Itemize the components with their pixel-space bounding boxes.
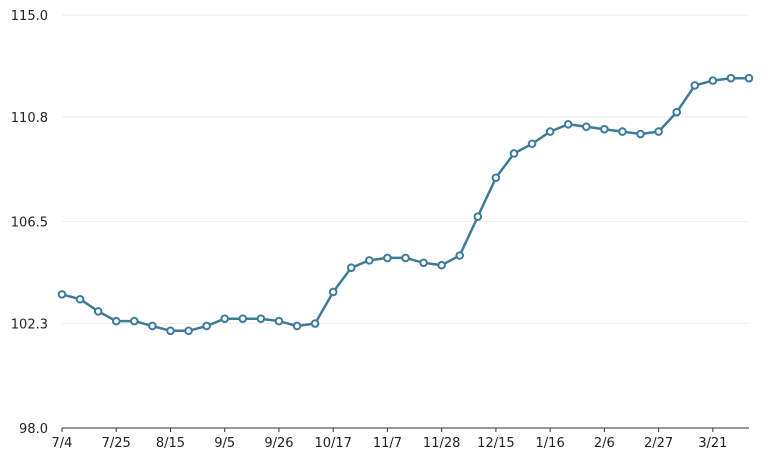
data-point (130, 316, 139, 326)
data-point (654, 127, 663, 136)
data-point (148, 321, 157, 331)
data-point (256, 314, 266, 323)
y-tick-label: 98.0 (19, 422, 48, 437)
data-point (166, 326, 175, 336)
y-tick-labels: 98.0 102.3 106.5 110.8 115.0 (11, 9, 48, 437)
data-point (527, 139, 537, 149)
data-point (437, 260, 446, 270)
data-point (220, 314, 230, 323)
data-point (310, 319, 320, 328)
y-tick-label: 115.0 (11, 9, 48, 24)
data-point (346, 263, 356, 272)
data-point (473, 212, 483, 221)
x-tick-label: 2/27 (644, 436, 673, 451)
x-tick-label: 11/28 (423, 436, 460, 451)
x-tick-label: 3/21 (698, 436, 727, 451)
x-tick-label: 11/7 (373, 436, 402, 451)
data-point (292, 321, 302, 331)
y-tick-label: 106.5 (11, 216, 48, 231)
data-point (545, 127, 555, 136)
x-tick-label: 8/15 (156, 436, 185, 451)
data-point (491, 173, 501, 183)
x-tick-label: 9/5 (214, 436, 235, 451)
data-point (744, 73, 754, 83)
data-point (365, 256, 374, 265)
x-tick-label: 10/17 (314, 436, 351, 451)
data-point (455, 251, 465, 260)
data-point (274, 316, 284, 326)
series-line (61, 76, 749, 333)
x-tick-label: 7/25 (102, 436, 131, 451)
data-point (75, 294, 85, 304)
y-tick-label: 102.3 (11, 318, 48, 333)
data-point (184, 326, 193, 336)
data-point (708, 76, 718, 85)
data-point (600, 124, 609, 134)
x-tick-label: 2/6 (594, 436, 615, 451)
x-tick-label: 1/16 (536, 436, 565, 451)
x-tick-label: 12/15 (477, 436, 514, 451)
data-point (202, 321, 211, 331)
data-point (618, 127, 627, 136)
data-point (383, 253, 392, 263)
data-point (672, 107, 681, 117)
data-point (690, 81, 700, 90)
data-point (726, 73, 736, 83)
y-tick-label: 110.8 (11, 111, 48, 126)
series-layer (57, 73, 754, 336)
data-point (111, 316, 121, 326)
x-tick-labels: 7/4 7/25 8/15 9/5 9/26 10/17 11/7 11/28 12/15 1/1… (52, 436, 728, 451)
x-tick-label: 9/26 (264, 436, 293, 451)
data-point (581, 122, 591, 132)
grid-lines (62, 14, 749, 325)
data-point (238, 314, 248, 323)
data-point (328, 287, 338, 297)
data-point (636, 129, 645, 139)
data-point (401, 253, 410, 263)
data-point (563, 120, 573, 129)
data-point (57, 290, 67, 299)
data-point (419, 258, 428, 268)
axes (61, 427, 749, 432)
data-point (93, 307, 103, 316)
data-point (509, 149, 519, 158)
x-tick-label: 7/4 (52, 436, 73, 451)
